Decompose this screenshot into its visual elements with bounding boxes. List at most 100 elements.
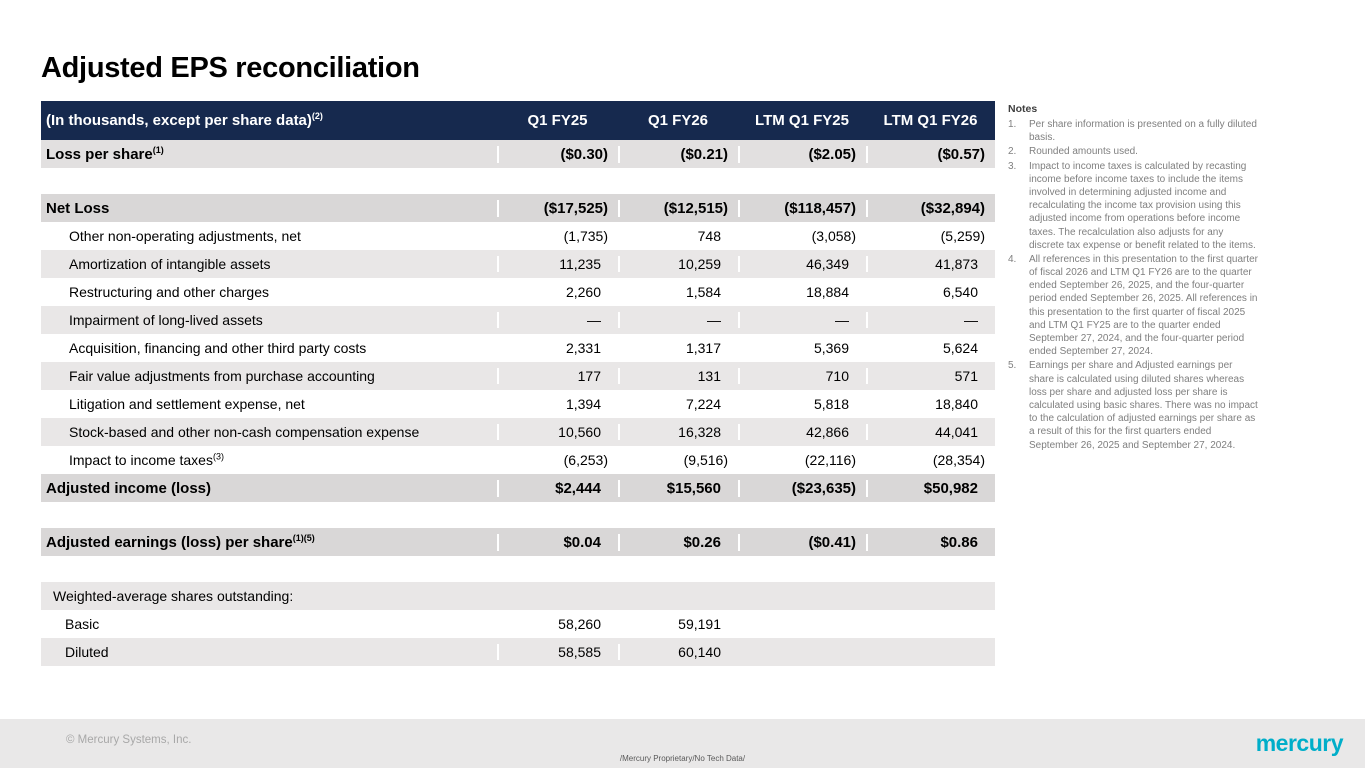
table-row: Basic 58,260 59,191 bbox=[41, 610, 995, 638]
row-value: 710 bbox=[738, 368, 866, 384]
table-row: Impact to income taxes(3) (6,253) (9,516)(… bbox=[41, 446, 995, 474]
proprietary-marking: /Mercury Proprietary/No Tech Data/ bbox=[619, 754, 746, 763]
row-value: ($17,525) bbox=[497, 199, 618, 217]
row-value: $0.04 bbox=[497, 533, 618, 551]
row-label: Litigation and settlement expense, net bbox=[41, 396, 497, 412]
notes-list: 1. Per share information is presented on … bbox=[1008, 118, 1260, 452]
row-value: 5,818 bbox=[738, 396, 866, 412]
row-value: 44,041 bbox=[866, 424, 995, 440]
row-value: 10,560 bbox=[497, 424, 618, 440]
row-value: 18,884 bbox=[738, 284, 866, 300]
note-item: 4. All references in this presentation to… bbox=[1008, 253, 1260, 359]
table-spacer-row bbox=[41, 556, 995, 582]
table-row: Net Loss ($17,525) ($12,515) ($118,457) ($32… bbox=[41, 194, 995, 222]
row-value: ($0.41) bbox=[738, 533, 866, 551]
note-item: 3. Impact to income taxes is calculated b… bbox=[1008, 160, 1260, 252]
row-value: 571 bbox=[866, 368, 995, 384]
notes-title: Notes bbox=[1008, 103, 1038, 115]
row-value: 18,840 bbox=[866, 396, 995, 412]
row-label: Impact to income taxes(3) bbox=[41, 452, 497, 468]
row-label-text: Acquisition, financing and other third p… bbox=[69, 340, 367, 356]
table-row: Litigation and settlement expense, net 1,… bbox=[41, 390, 995, 418]
row-value: 59,191 bbox=[618, 616, 738, 632]
row-value: (3,058) bbox=[738, 228, 866, 244]
row-label-text: Impairment of long-lived assets bbox=[69, 312, 263, 328]
copyright-text: © Mercury Systems, Inc. bbox=[66, 734, 192, 746]
row-value: 16,328 bbox=[618, 424, 738, 440]
row-label-text: Basic bbox=[65, 616, 100, 632]
row-value: 46,349 bbox=[738, 256, 866, 272]
row-label-superscript: (3) bbox=[212, 452, 224, 462]
row-value: (28,354) bbox=[866, 452, 995, 468]
table-row: Impairment of long-lived assets — — — — bbox=[41, 306, 995, 334]
row-value: 5,369 bbox=[738, 340, 866, 356]
row-value: 58,585 bbox=[497, 644, 618, 660]
row-label-text: Net Loss bbox=[46, 199, 110, 217]
row-value: 58,260 bbox=[497, 616, 618, 632]
table-row: Adjusted income (loss) $2,444 $15,560 ($23,… bbox=[41, 474, 995, 502]
table-row: Adjusted earnings (loss) per share(1)(5)… bbox=[41, 528, 995, 556]
footer: © Mercury Systems, Inc. /Mercury Proprie… bbox=[0, 719, 1365, 768]
row-label: Diluted bbox=[41, 644, 497, 660]
row-label: Adjusted earnings (loss) per share(1)(5) bbox=[41, 534, 497, 551]
row-value: 1,317 bbox=[618, 340, 738, 356]
row-label: Basic bbox=[41, 616, 497, 632]
row-value: 748 bbox=[618, 228, 738, 244]
row-value: 5,624 bbox=[866, 340, 995, 356]
note-text: All references in this presentation to t… bbox=[1029, 253, 1259, 358]
row-label: Amortization of intangible assets bbox=[41, 256, 497, 272]
note-number: 2. bbox=[1008, 146, 1017, 158]
row-label-text: Diluted bbox=[65, 644, 109, 660]
page-title: Adjusted EPS reconciliation bbox=[41, 52, 420, 84]
row-label: Weighted-average shares outstanding: bbox=[41, 588, 497, 604]
note-text: Impact to income taxes is calculated by … bbox=[1029, 160, 1256, 251]
row-value: 42,866 bbox=[738, 424, 866, 440]
row-value: ($23,635) bbox=[738, 479, 866, 497]
row-value: (1,735) bbox=[497, 228, 618, 244]
row-value: 177 bbox=[497, 368, 618, 384]
row-label: Net Loss bbox=[41, 200, 497, 217]
row-value: ($0.21) bbox=[618, 145, 738, 163]
row-value: $0.86 bbox=[866, 533, 995, 551]
table-row: Amortization of intangible assets 11,235 1… bbox=[41, 250, 995, 278]
row-value: ($118,457) bbox=[738, 199, 866, 217]
row-label-text: Litigation and settlement expense, net bbox=[69, 396, 305, 412]
table-spacer-row bbox=[41, 168, 995, 194]
row-value: ($12,515) bbox=[618, 199, 738, 217]
row-value: 1,584 bbox=[618, 284, 738, 300]
header-label-superscript: (2) bbox=[311, 112, 323, 121]
row-value: — bbox=[738, 312, 866, 328]
mercury-logo: mercury bbox=[1255, 730, 1344, 756]
row-label-text: Adjusted income (loss) bbox=[46, 479, 212, 497]
row-label: Other non-operating adjustments, net bbox=[41, 228, 497, 244]
row-value: 41,873 bbox=[866, 256, 995, 272]
header-label-text: (In thousands, except per share data) bbox=[46, 112, 312, 129]
row-value: ($0.30) bbox=[497, 145, 618, 163]
row-label: Impairment of long-lived assets bbox=[41, 312, 497, 328]
row-label-superscript: (1) bbox=[152, 145, 164, 155]
row-value: (6,253) bbox=[497, 452, 618, 468]
row-label-superscript: (1)(5) bbox=[292, 533, 315, 543]
note-number: 4. bbox=[1008, 253, 1017, 265]
note-item: 5. Earnings per share and Adjusted earnin… bbox=[1008, 359, 1260, 451]
row-label-text: Restructuring and other charges bbox=[69, 284, 269, 300]
note-number: 1. bbox=[1008, 119, 1017, 130]
row-value: $2,444 bbox=[497, 479, 618, 497]
table-row: Stock-based and other non-cash compensat… bbox=[41, 418, 995, 446]
row-label: Restructuring and other charges bbox=[41, 284, 497, 300]
column-header-ltm-q1fy25: LTM Q1 FY25 bbox=[755, 112, 849, 129]
row-value: $15,560 bbox=[618, 479, 738, 497]
table-header-label: (In thousands, except per share data)(2) bbox=[41, 112, 497, 129]
row-value: 131 bbox=[618, 368, 738, 384]
row-value: (22,116) bbox=[738, 452, 866, 468]
note-number: 3. bbox=[1008, 160, 1017, 172]
row-label: Fair value adjustments from purchase acc… bbox=[41, 368, 497, 384]
table-row: Fair value adjustments from purchase acc… bbox=[41, 362, 995, 390]
row-value: 11,235 bbox=[497, 256, 618, 272]
table-row: Acquisition, financing and other third p… bbox=[41, 334, 995, 362]
notes-panel: Notes 1. Per share information is present… bbox=[1008, 103, 1260, 453]
column-header-ltm-q1fy26: LTM Q1 FY26 bbox=[883, 112, 978, 129]
row-value: 10,259 bbox=[618, 256, 738, 272]
row-value: ($0.57) bbox=[866, 145, 995, 163]
row-label: Acquisition, financing and other third p… bbox=[41, 340, 497, 356]
